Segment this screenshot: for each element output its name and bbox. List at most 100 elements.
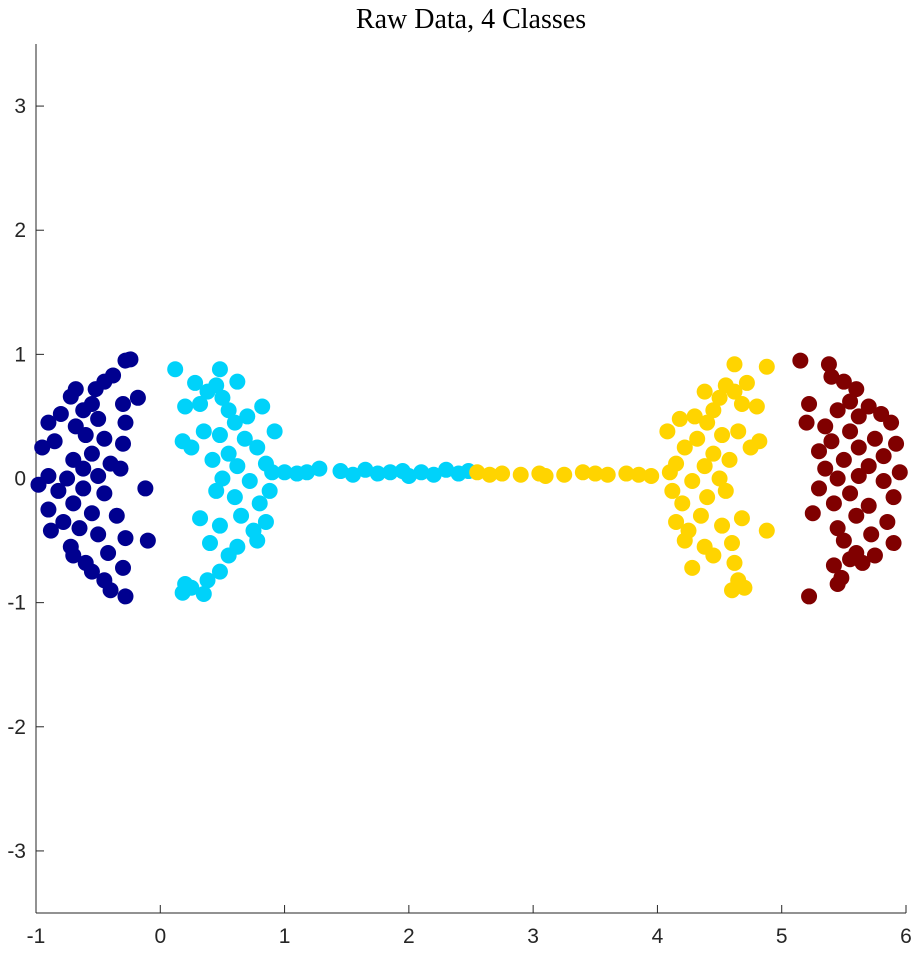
- chart-title: Raw Data, 4 Classes: [356, 4, 586, 35]
- point: [699, 414, 716, 431]
- point: [115, 559, 131, 576]
- point: [208, 482, 225, 499]
- point: [187, 374, 204, 391]
- point: [438, 461, 455, 478]
- point: [34, 439, 51, 456]
- point: [357, 461, 374, 478]
- point: [817, 418, 834, 435]
- point: [52, 405, 69, 422]
- x-tick-label: 4: [652, 925, 664, 948]
- point: [599, 466, 616, 483]
- point: [823, 368, 840, 385]
- point: [494, 465, 511, 482]
- point: [298, 464, 315, 481]
- point: [823, 433, 840, 450]
- point: [117, 414, 134, 431]
- point: [825, 557, 842, 574]
- point: [850, 468, 867, 485]
- point: [798, 414, 815, 431]
- point: [183, 439, 200, 456]
- point: [689, 430, 706, 447]
- point: [705, 402, 722, 419]
- point: [842, 423, 859, 440]
- point: [860, 497, 877, 514]
- point: [879, 513, 896, 530]
- point: [220, 547, 237, 564]
- point: [726, 383, 743, 400]
- point: [211, 563, 228, 580]
- point: [671, 410, 688, 427]
- point: [220, 402, 237, 419]
- point: [717, 482, 734, 499]
- point: [850, 408, 867, 425]
- point: [204, 451, 221, 468]
- point: [512, 466, 529, 483]
- point: [829, 470, 846, 487]
- point: [42, 522, 59, 539]
- point: [758, 522, 775, 539]
- point: [241, 472, 258, 489]
- point: [758, 358, 775, 375]
- point: [276, 464, 293, 481]
- point: [726, 356, 743, 373]
- point: [537, 468, 554, 485]
- point: [177, 398, 194, 415]
- point: [183, 579, 200, 596]
- x-tick-label: 3: [527, 925, 539, 948]
- point: [711, 389, 728, 406]
- point: [192, 510, 209, 527]
- point: [65, 547, 82, 564]
- point: [195, 585, 212, 602]
- point: [574, 464, 591, 481]
- point: [139, 532, 156, 549]
- point: [829, 576, 846, 593]
- point: [804, 505, 821, 522]
- point: [686, 408, 703, 425]
- point: [369, 465, 386, 482]
- y-tick-label: 2: [14, 219, 26, 242]
- point: [738, 374, 755, 391]
- point: [820, 356, 837, 373]
- point: [469, 464, 486, 481]
- point: [630, 466, 647, 483]
- point: [108, 507, 125, 524]
- point: [229, 373, 246, 390]
- point: [236, 430, 253, 447]
- point: [733, 510, 750, 527]
- point: [866, 430, 883, 447]
- point: [684, 559, 701, 576]
- x-tick-label: 6: [900, 925, 912, 948]
- point: [885, 535, 902, 552]
- point: [556, 466, 573, 483]
- point: [249, 439, 266, 456]
- point: [62, 388, 79, 405]
- point: [83, 505, 100, 522]
- point: [692, 507, 709, 524]
- y-tick-label: -1: [7, 592, 26, 615]
- point: [668, 513, 685, 530]
- point: [96, 485, 113, 502]
- point: [40, 501, 57, 518]
- point: [192, 396, 209, 413]
- point: [866, 547, 883, 564]
- point: [643, 468, 660, 485]
- point: [83, 445, 100, 462]
- point: [264, 464, 281, 481]
- point: [714, 427, 731, 444]
- point: [891, 464, 908, 481]
- point: [801, 588, 818, 605]
- point: [811, 480, 827, 497]
- point: [481, 466, 498, 483]
- x-tick-label: 1: [279, 925, 291, 948]
- point: [167, 361, 184, 378]
- y-tick-label: -3: [7, 840, 26, 863]
- point: [825, 495, 842, 512]
- point: [618, 465, 635, 482]
- point: [676, 439, 693, 456]
- x-tick-label: 0: [154, 925, 166, 948]
- point: [848, 507, 865, 524]
- point: [195, 423, 212, 440]
- point: [661, 464, 678, 481]
- point: [829, 402, 846, 419]
- point: [885, 489, 902, 506]
